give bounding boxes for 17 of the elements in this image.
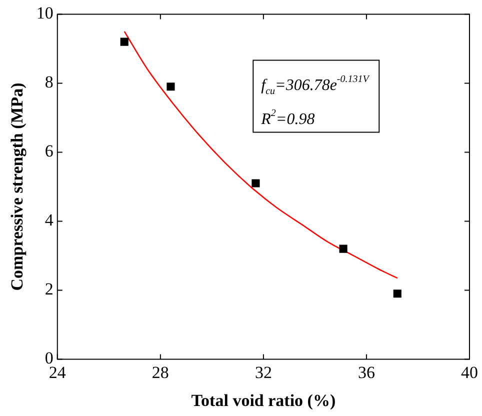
x-tick-label: 36 xyxy=(358,362,375,382)
x-axis-title: Total void ratio (%) xyxy=(191,391,336,410)
line-series xyxy=(124,30,398,279)
y-tick-label: 8 xyxy=(44,72,54,92)
y-tick-label: 4 xyxy=(44,210,54,230)
y-tick-label: 10 xyxy=(36,4,54,23)
y-tick-label: 6 xyxy=(44,142,54,161)
point xyxy=(166,82,175,91)
y-tick-label: 2 xyxy=(44,280,54,299)
point xyxy=(393,290,402,298)
x-tick-label: 28 xyxy=(152,362,169,382)
point xyxy=(120,38,128,46)
y-axis-title: Compressive strength (MPa) xyxy=(8,82,27,291)
point xyxy=(339,244,348,253)
point xyxy=(252,179,260,188)
x-tick-label: 32 xyxy=(254,362,272,382)
x-tick-label: 40 xyxy=(461,362,478,382)
